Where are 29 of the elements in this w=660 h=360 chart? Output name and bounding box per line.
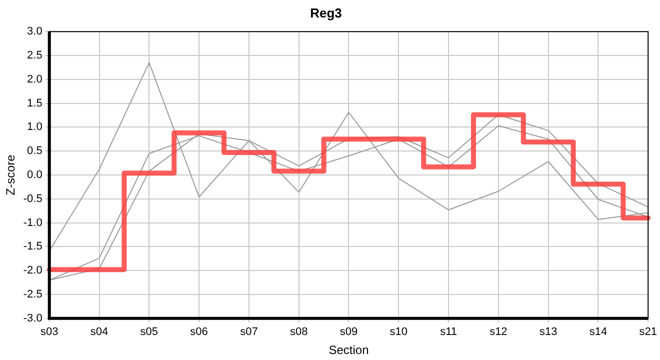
y-tick-label: 0.0 bbox=[27, 169, 42, 182]
y-tick-label: -1.0 bbox=[23, 216, 42, 229]
y-tick-label: 1.5 bbox=[27, 97, 42, 110]
x-tick-label: s04 bbox=[90, 326, 108, 338]
x-tick-label: s11 bbox=[440, 326, 457, 338]
y-tick-label: 0.5 bbox=[27, 145, 42, 158]
x-tick-label: s06 bbox=[190, 326, 208, 338]
x-tick-label: s14 bbox=[589, 326, 608, 338]
chart-title: Reg3 bbox=[310, 5, 342, 20]
x-axis-title: Section bbox=[328, 343, 369, 358]
x-tick-label: s10 bbox=[390, 326, 408, 338]
x-tick-label: s13 bbox=[539, 326, 558, 338]
y-tick-label: -2.5 bbox=[23, 288, 42, 301]
y-tick-label: -2.0 bbox=[23, 264, 42, 277]
y-axis-title: Z-score bbox=[4, 154, 18, 196]
y-tick-label: 2.0 bbox=[27, 73, 42, 86]
y-tick-label: -0.5 bbox=[23, 192, 42, 205]
x-tick-label: s03 bbox=[40, 326, 58, 338]
x-tick-label: s07 bbox=[240, 326, 258, 338]
y-tick-label: 2.5 bbox=[27, 50, 42, 62]
x-tick-label: s12 bbox=[490, 326, 508, 338]
x-tick-label: s09 bbox=[340, 326, 358, 338]
y-tick-label: -1.5 bbox=[23, 240, 42, 253]
x-tick-label: s08 bbox=[290, 326, 308, 338]
y-tick-label: 1.0 bbox=[27, 121, 42, 134]
y-tick-label: 3.0 bbox=[27, 26, 42, 38]
x-tick-label: s05 bbox=[140, 326, 158, 338]
y-tick-label: -3.0 bbox=[23, 312, 42, 324]
x-tick-label: s21 bbox=[639, 326, 658, 338]
